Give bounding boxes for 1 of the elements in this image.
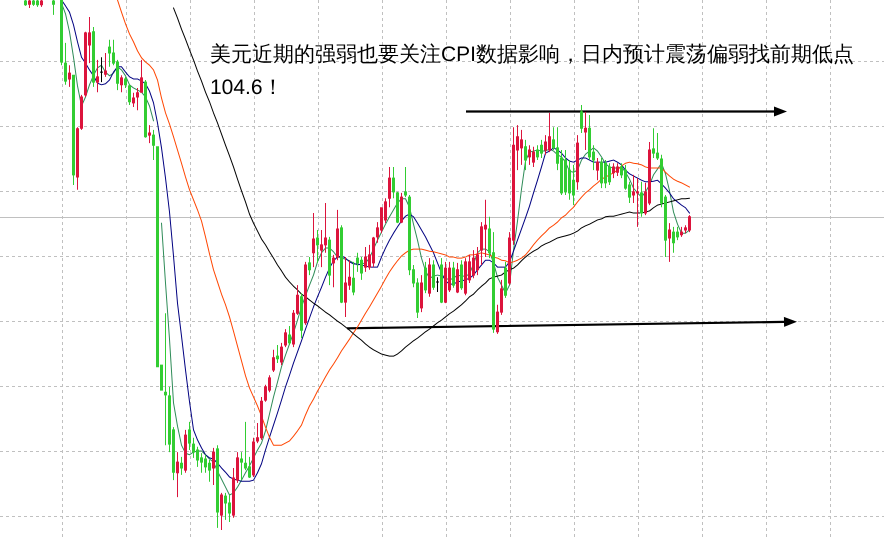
annotation: 美元近期的强弱也要关注CPI数据影响，日内预计震荡偏弱找前期低点104.6！ bbox=[210, 42, 856, 101]
